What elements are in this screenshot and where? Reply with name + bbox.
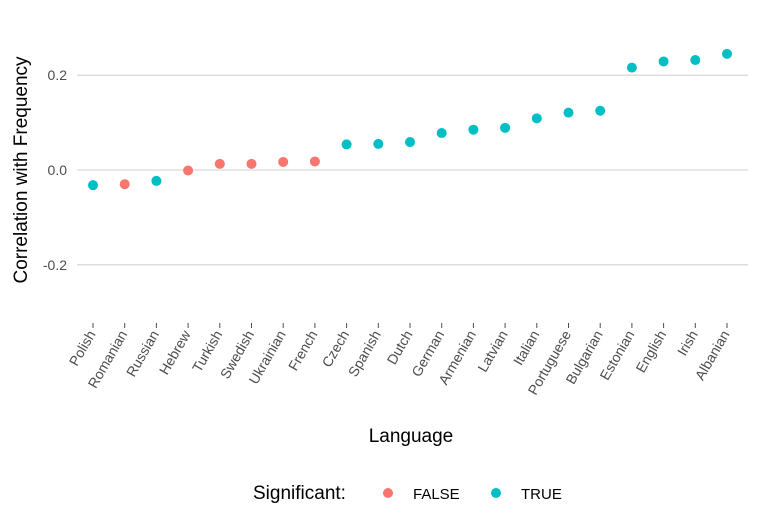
data-point	[722, 48, 732, 59]
data-point	[278, 156, 289, 167]
data-point	[626, 62, 637, 73]
x-tick-label: English	[632, 328, 669, 376]
y-tick-label: 0.0	[48, 162, 68, 178]
x-axis-ticks: PolishRomanianRussianHebrewTurkishSwedis…	[66, 323, 733, 398]
x-tick-label: Czech	[318, 328, 352, 370]
data-point	[595, 105, 606, 116]
gridlines	[77, 74, 748, 266]
x-tick-label: Irish	[674, 328, 701, 359]
data-point	[500, 122, 511, 133]
x-tick-label: Polish	[66, 328, 99, 369]
data-point	[119, 179, 130, 190]
x-tick-label: Dutch	[383, 328, 415, 368]
data-point	[405, 137, 415, 148]
data-point	[373, 138, 384, 149]
data-point	[246, 158, 257, 169]
data-point	[436, 128, 447, 139]
y-axis-ticks: -0.2 0.0 0.2	[43, 67, 67, 273]
legend-label-true: TRUE	[521, 486, 562, 503]
data-points	[88, 48, 732, 191]
legend-title: Significant:	[253, 483, 346, 504]
legend-key-false	[383, 488, 393, 498]
legend-key-true	[491, 488, 501, 498]
y-tick-label: 0.2	[48, 67, 68, 83]
data-point	[151, 175, 162, 186]
data-point	[690, 55, 701, 66]
data-point	[468, 124, 479, 135]
data-point	[658, 56, 669, 67]
y-axis-title: Correlation with Frequency	[11, 56, 32, 284]
legend: Significant: FALSE TRUE	[253, 483, 562, 504]
data-point	[214, 158, 225, 169]
data-point	[531, 113, 542, 124]
x-tick-label: Italian	[510, 328, 543, 368]
x-tick-label: Latvian	[474, 327, 510, 374]
x-axis-title: Language	[369, 426, 454, 447]
y-tick-label: -0.2	[43, 257, 67, 273]
data-point	[88, 180, 98, 191]
x-tick-label: Hebrew	[156, 327, 194, 378]
data-point	[341, 139, 352, 150]
x-tick-label: French	[285, 328, 321, 374]
data-point	[563, 107, 574, 118]
data-point	[183, 165, 194, 176]
data-point	[309, 156, 320, 167]
legend-label-false: FALSE	[413, 486, 460, 503]
